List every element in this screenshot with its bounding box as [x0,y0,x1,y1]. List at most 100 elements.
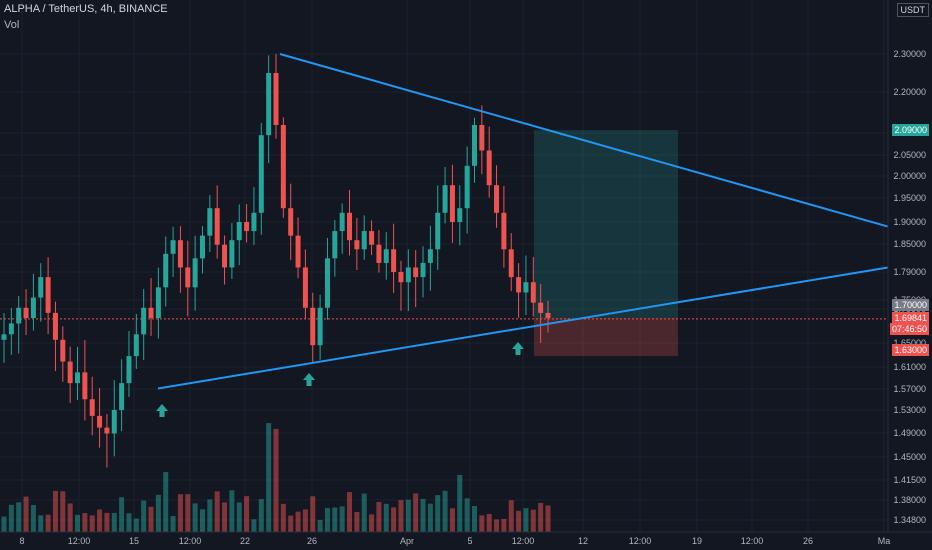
volume-bar [244,496,250,532]
volume-bar [479,515,485,532]
candles [1,54,551,468]
candle-body [75,372,81,384]
candle-body [126,356,132,384]
time-tick-label: 12 [578,536,588,546]
time-tick-label: 12:00 [68,536,91,546]
volume-bar [295,511,301,532]
price-tick-label: 1.41500 [893,475,926,485]
volume-bar [347,492,353,532]
candle-body [67,361,73,384]
candle-body [141,307,147,335]
price-tag-last: 1.69841 [892,312,929,324]
candle-body [464,165,470,209]
price-tick-label: 2.30000 [893,49,926,59]
time-tick-label: 12:00 [179,536,202,546]
candle-body [104,427,110,434]
price-tick-label: 2.05000 [893,150,926,160]
volume-bar [339,506,345,532]
candle-body [420,262,426,278]
volume-bar [1,516,7,532]
candle-body [251,212,257,232]
volume-bar [508,500,514,532]
volume-bar [111,512,117,532]
price-tick-label: 1.79000 [893,267,926,277]
time-tick-label: 26 [803,536,813,546]
volume-bar [288,515,294,532]
volume-bar [538,502,544,532]
candle-body [60,339,66,362]
candle-body [324,258,330,308]
volume-bar [229,490,235,532]
candle-body [236,222,242,241]
candle-body [391,249,397,272]
time-tick-label: Ma [878,536,891,546]
volume-bar [214,491,220,532]
candle-body [23,307,29,318]
candle-body [494,185,500,213]
stop-zone [534,318,678,357]
candle-body [471,125,477,166]
volume-bar [302,509,308,532]
candle-body [38,277,44,298]
target-zone [534,130,678,318]
long-position-tool[interactable] [0,130,888,357]
candle-body [486,150,492,186]
time-tick-label: 5 [467,536,472,546]
volume-bar [126,513,132,532]
volume-bar [457,474,463,532]
volume-bar [376,501,382,532]
volume-bar [16,502,22,532]
candle-body [508,249,514,278]
candle-body [295,235,301,268]
volume-bar [177,494,183,532]
volume-bar [317,519,323,532]
time-axis[interactable]: 8 12:00 15 12:00 22 26 Apr 5 12:00 12 12:00 19 12:00… [0,531,932,546]
candle-body [361,231,367,250]
trendlines[interactable] [157,53,889,390]
candle-body [273,73,279,125]
time-tick-label: 12:00 [629,536,652,546]
candle-body [207,208,213,236]
price-tag-entry: 1.70000 [892,299,929,311]
candle-body [170,240,176,254]
volume-bar [52,490,58,532]
candle-body [82,372,88,400]
volume-indicator-label: Vol [4,19,20,31]
candle-body [8,323,14,335]
candle-body [449,185,455,222]
volume-bar [163,472,169,532]
candle-body [435,212,441,250]
volume-bar [82,513,88,532]
volume-bar [405,499,411,532]
price-tick-label: 1.95000 [893,193,926,203]
candle-body [538,302,544,313]
volume-bar [273,428,279,532]
markers [156,342,524,417]
volume-bar [141,500,147,532]
volume-bar [75,514,81,532]
price-tag-stop: 1.63000 [892,344,929,356]
currency-badge[interactable]: USDT [896,3,929,17]
volume-bar [45,514,51,532]
price-tick-label: 1.34800 [893,515,926,525]
symbol-title: ALPHA / TetherUS, 4h, BINANCE [4,3,168,15]
price-tick-label: 1.85000 [893,239,926,249]
volume-bar [310,496,316,532]
candle-body [516,277,522,293]
time-tick-label: 19 [692,536,702,546]
candle-body [545,312,551,318]
candle-body [347,212,353,241]
price-tick-label: 1.45000 [893,452,926,462]
candle-body [229,240,235,268]
volume-bar [523,508,529,532]
grid [0,0,888,532]
price-tick-label: 1.38000 [893,495,926,505]
up-arrow-icon [156,404,168,417]
volume-bar [435,495,441,532]
volume-bar [361,493,367,532]
candle-body [442,185,448,213]
volume-bar [60,491,66,532]
time-tick-label: 12:00 [512,536,535,546]
